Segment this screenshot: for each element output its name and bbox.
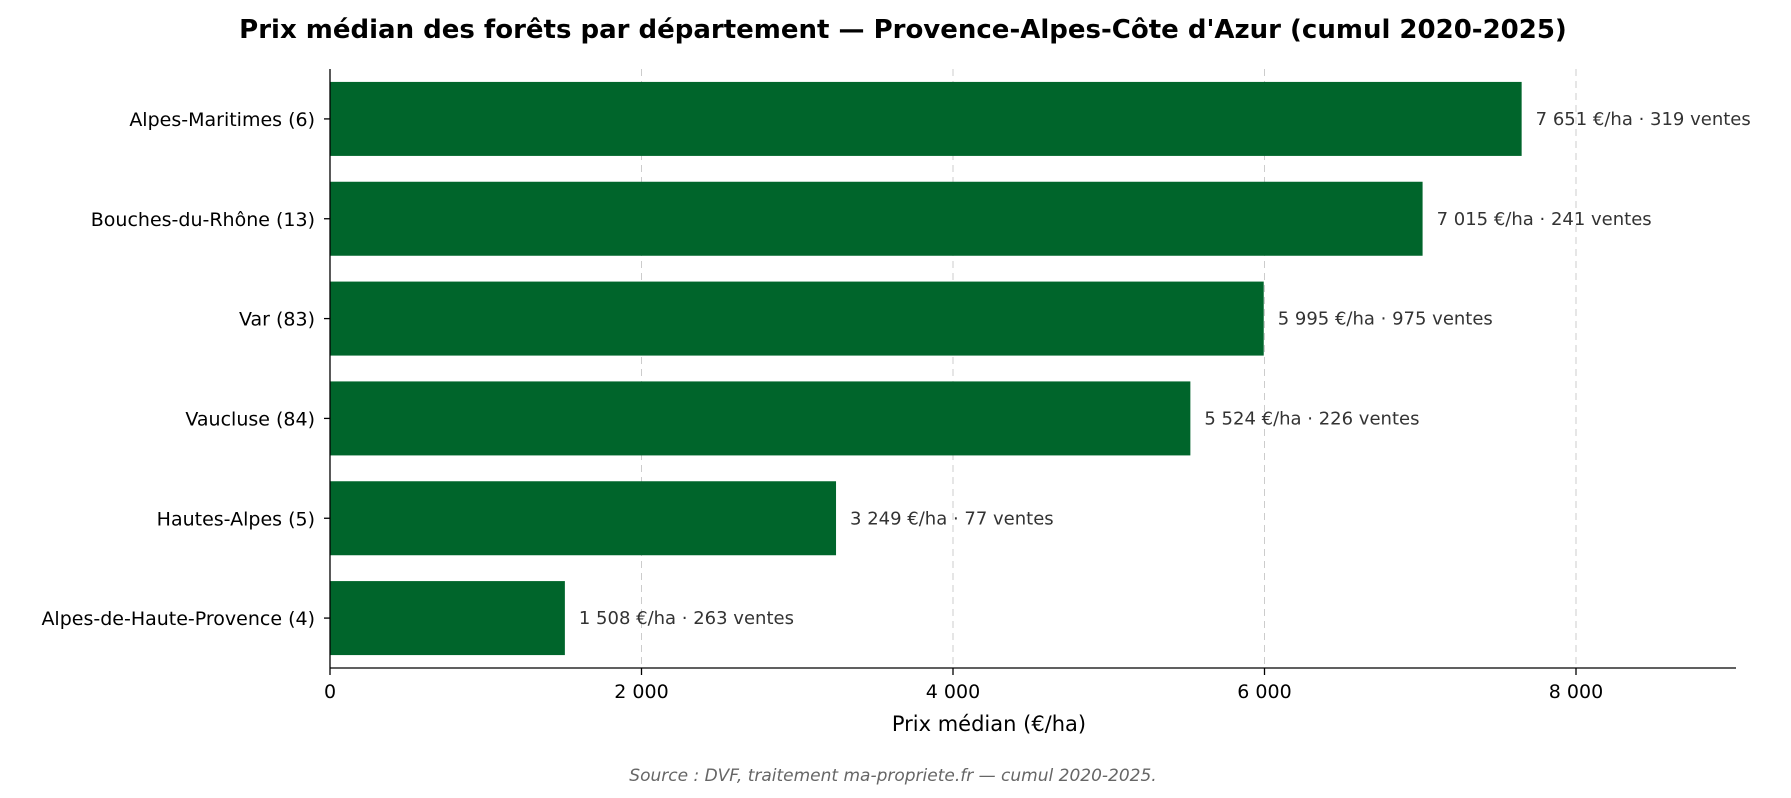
category-label-1: Alpes-Maritimes (6): [129, 109, 315, 131]
data-label-5: 3 249 €/ha · 77 ventes: [850, 508, 1054, 529]
axes: 0 2 000 4 000 6 000 8 000: [324, 69, 1736, 703]
category-label-5: Hautes-Alpes (5): [157, 508, 315, 530]
category-label-4: Vaucluse (84): [185, 408, 315, 430]
source-note: Source : DVF, traitement ma-propriete.fr…: [629, 766, 1156, 786]
bar-2: [330, 181, 1423, 256]
x-tick-label-2000: 2 000: [614, 681, 668, 703]
x-tick-label-8000: 8 000: [1549, 681, 1603, 703]
grid-lines: [641, 69, 1577, 668]
category-labels: Alpes-Maritimes (6) Bouches-du-Rhône (13)…: [41, 109, 315, 630]
data-label-4: 5 524 €/ha · 226 ventes: [1204, 408, 1419, 429]
bar-4: [330, 381, 1191, 456]
bar-3: [330, 281, 1264, 356]
chart-title: Prix médian des forêts par département —…: [239, 15, 1567, 45]
x-tick-label-4000: 4 000: [926, 681, 980, 703]
bars: [330, 81, 1522, 656]
data-label-1: 7 651 €/ha · 319 ventes: [1536, 109, 1751, 130]
bar-5: [330, 481, 837, 556]
category-label-2: Bouches-du-Rhône (13): [91, 209, 315, 231]
x-axis-title: Prix médian (€/ha): [892, 712, 1086, 736]
data-label-2: 7 015 €/ha · 241 ventes: [1437, 209, 1652, 230]
data-label-3: 5 995 €/ha · 975 ventes: [1278, 309, 1493, 330]
x-tick-label-6000: 6 000: [1237, 681, 1291, 703]
category-label-6: Alpes-de-Haute-Provence (4): [41, 608, 315, 630]
data-label-6: 1 508 €/ha · 263 ventes: [579, 608, 794, 629]
category-label-3: Var (83): [239, 309, 315, 331]
bar-1: [330, 81, 1522, 156]
x-tick-label-0: 0: [324, 681, 336, 703]
data-labels: 7 651 €/ha · 319 ventes 7 015 €/ha · 241 …: [579, 109, 1751, 629]
bar-6: [330, 581, 565, 656]
